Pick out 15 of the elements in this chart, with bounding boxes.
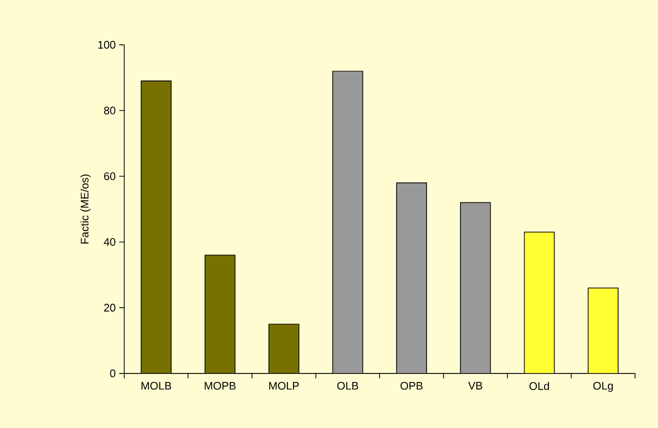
x-tick-label: OLg [593, 382, 613, 392]
x-tick-label: VB [468, 382, 482, 390]
x-tick-label: MOLP [269, 382, 299, 390]
y-tick-label: 40 [104, 238, 116, 246]
y-tick-label: 0 [110, 369, 116, 378]
y-axis-title: Factic (ME/os) [80, 174, 91, 244]
x-tick-label: MOLB [142, 382, 172, 390]
x-tick-label: OLd [529, 382, 549, 390]
x-tick-label: OPB [400, 382, 423, 390]
y-tick-label: 100 [98, 40, 116, 49]
y-tick-label: 80 [104, 106, 116, 114]
x-tick-label: MOPB [204, 382, 236, 390]
y-tick-label: 60 [104, 172, 116, 180]
y-tick-label: 20 [104, 304, 116, 312]
x-tick-label: OLB [337, 382, 358, 390]
